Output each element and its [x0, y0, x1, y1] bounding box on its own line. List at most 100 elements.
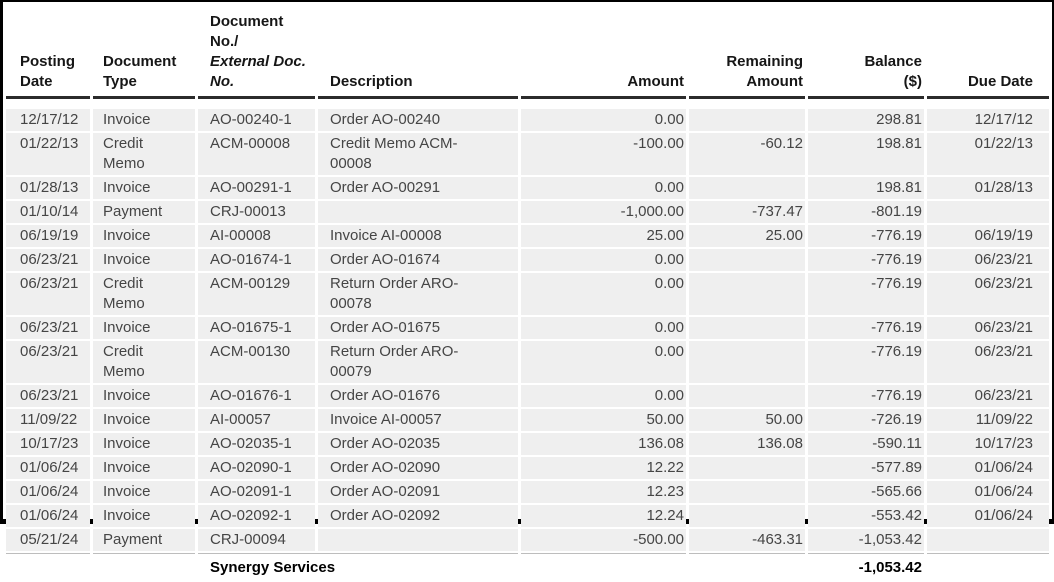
- cell-amount: 25.00: [521, 225, 686, 247]
- cell-posting-date: 06/23/21: [6, 317, 90, 339]
- cell-amount: 0.00: [521, 177, 686, 199]
- cell-amount: 50.00: [521, 409, 686, 431]
- cell-posting-date: 06/23/21: [6, 341, 90, 383]
- table-row: 01/06/24 Invoice AO-02090-1 Order AO-02090 1…: [6, 457, 1049, 479]
- cell-document-no: CRJ-00013: [198, 201, 315, 223]
- cell-balance: -577.89: [808, 457, 924, 479]
- cell-due-date: [927, 201, 1049, 223]
- cell-document-type: Payment: [93, 529, 195, 551]
- footer-balance-total: -1,053.42: [808, 553, 924, 580]
- cell-amount: 136.08: [521, 433, 686, 455]
- table-row: 06/23/21 Credit Memo ACM-00130 Return Order…: [6, 341, 1049, 383]
- footer-empty-document-type: [93, 553, 195, 580]
- cell-remaining-amount: [689, 481, 805, 503]
- cell-document-no: ACM-00129: [198, 273, 315, 315]
- cell-description: Order AO-01676: [318, 385, 518, 407]
- cell-amount: 0.00: [521, 109, 686, 131]
- cell-description: Order AO-02092: [318, 505, 518, 527]
- cell-due-date: 06/19/19: [927, 225, 1049, 247]
- cell-due-date: 06/23/21: [927, 341, 1049, 383]
- cell-description: Order AO-02035: [318, 433, 518, 455]
- cell-document-no: AO-01674-1: [198, 249, 315, 271]
- cell-due-date: 01/06/24: [927, 481, 1049, 503]
- table-body: 12/17/12 Invoice AO-00240-1 Order AO-00240 0…: [6, 101, 1049, 551]
- table-header: Posting Date Document Type Document No./…: [6, 8, 1049, 99]
- cell-balance: -726.19: [808, 409, 924, 431]
- cell-description: Order AO-00240: [318, 109, 518, 131]
- cell-document-no: AI-00057: [198, 409, 315, 431]
- cell-document-no: ACM-00130: [198, 341, 315, 383]
- cell-description: Order AO-02090: [318, 457, 518, 479]
- cell-balance: 198.81: [808, 177, 924, 199]
- customer-statement-table: Posting Date Document Type Document No./…: [3, 6, 1052, 582]
- cell-balance: -553.42: [808, 505, 924, 527]
- footer-customer-name: Synergy Services: [198, 553, 518, 580]
- table-row: 05/21/24 Payment CRJ-00094 -500.00 -463.31 -1…: [6, 529, 1049, 551]
- cell-posting-date: 01/22/13: [6, 133, 90, 175]
- cell-due-date: 06/23/21: [927, 249, 1049, 271]
- cell-document-no: CRJ-00094: [198, 529, 315, 551]
- cell-remaining-amount: -60.12: [689, 133, 805, 175]
- col-header-document-no-line1: Document No./: [210, 13, 284, 50]
- cell-posting-date: 01/28/13: [6, 177, 90, 199]
- cell-remaining-amount: -737.47: [689, 201, 805, 223]
- cell-document-type: Invoice: [93, 409, 195, 431]
- col-header-amount: Amount: [521, 8, 686, 99]
- cell-document-no: ACM-00008: [198, 133, 315, 175]
- cell-document-type: Invoice: [93, 433, 195, 455]
- cell-document-type: Credit Memo: [93, 273, 195, 315]
- table-row: 06/23/21 Credit Memo ACM-00129 Return Order…: [6, 273, 1049, 315]
- table-footer: Synergy Services -1,053.42: [6, 553, 1049, 580]
- cell-remaining-amount: [689, 317, 805, 339]
- cell-amount: -500.00: [521, 529, 686, 551]
- cell-remaining-amount: 25.00: [689, 225, 805, 247]
- cell-remaining-amount: [689, 385, 805, 407]
- cell-amount: -100.00: [521, 133, 686, 175]
- cell-remaining-amount: 136.08: [689, 433, 805, 455]
- cell-posting-date: 06/19/19: [6, 225, 90, 247]
- cell-description: Credit Memo ACM- 00008: [318, 133, 518, 175]
- cell-document-type: Credit Memo: [93, 133, 195, 175]
- cell-posting-date: 01/06/24: [6, 505, 90, 527]
- cell-description: Order AO-01675: [318, 317, 518, 339]
- cell-due-date: 06/23/21: [927, 273, 1049, 315]
- cell-document-type: Invoice: [93, 225, 195, 247]
- cell-due-date: 10/17/23: [927, 433, 1049, 455]
- cell-remaining-amount: [689, 109, 805, 131]
- cell-description: Order AO-00291: [318, 177, 518, 199]
- cell-posting-date: 01/06/24: [6, 457, 90, 479]
- cell-due-date: 06/23/21: [927, 317, 1049, 339]
- table-row: 12/17/12 Invoice AO-00240-1 Order AO-00240 0…: [6, 109, 1049, 131]
- table-row: 06/23/21 Invoice AO-01674-1 Order AO-01674 0…: [6, 249, 1049, 271]
- cell-description: Invoice AI-00008: [318, 225, 518, 247]
- cell-document-type: Invoice: [93, 385, 195, 407]
- cell-due-date: [927, 529, 1049, 551]
- cell-due-date: 06/23/21: [927, 385, 1049, 407]
- cell-posting-date: 01/06/24: [6, 481, 90, 503]
- cell-document-no: AO-00291-1: [198, 177, 315, 199]
- header-row: Posting Date Document Type Document No./…: [6, 8, 1049, 99]
- cell-amount: 12.22: [521, 457, 686, 479]
- cell-document-no: AO-02090-1: [198, 457, 315, 479]
- cell-balance: 298.81: [808, 109, 924, 131]
- cell-amount: 0.00: [521, 273, 686, 315]
- cell-amount: -1,000.00: [521, 201, 686, 223]
- cell-remaining-amount: [689, 177, 805, 199]
- cell-remaining-amount: [689, 273, 805, 315]
- cell-description: Order AO-01674: [318, 249, 518, 271]
- col-header-document-no: Document No./External Doc. No.: [198, 8, 315, 99]
- cell-document-no: AO-01676-1: [198, 385, 315, 407]
- cell-document-no: AO-00240-1: [198, 109, 315, 131]
- footer-empty-remaining: [689, 553, 805, 580]
- cell-document-type: Invoice: [93, 249, 195, 271]
- table-row: 06/23/21 Invoice AO-01676-1 Order AO-01676 0…: [6, 385, 1049, 407]
- cell-balance: 198.81: [808, 133, 924, 175]
- cell-balance: -1,053.42: [808, 529, 924, 551]
- col-header-description: Description: [318, 8, 518, 99]
- cell-posting-date: 01/10/14: [6, 201, 90, 223]
- cell-amount: 0.00: [521, 385, 686, 407]
- col-header-balance: Balance ($): [808, 8, 924, 99]
- cell-due-date: 01/28/13: [927, 177, 1049, 199]
- cell-remaining-amount: [689, 457, 805, 479]
- header-gap-spacer: [6, 101, 1049, 107]
